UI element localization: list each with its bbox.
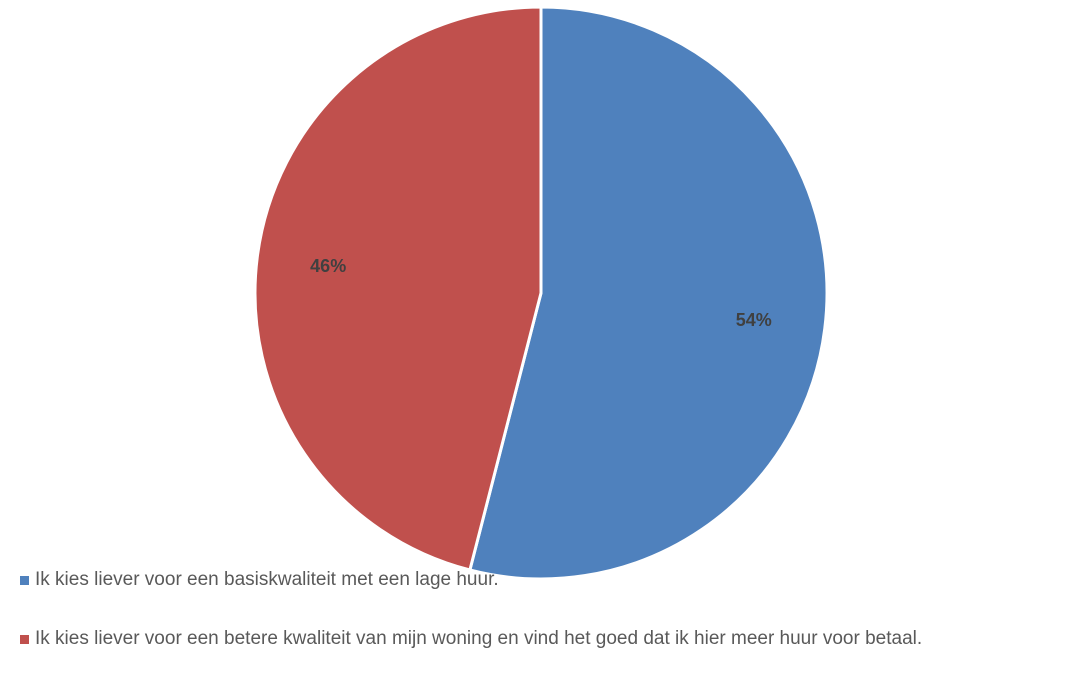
legend-item-betere-kwaliteit: Ik kies liever voor een betere kwaliteit…	[20, 628, 922, 650]
pie-slice-basiskwaliteit	[468, 5, 829, 581]
legend-label-basiskwaliteit: Ik kies liever voor een basiskwaliteit m…	[35, 569, 499, 590]
data-label-betere-kwaliteit: 46%	[310, 256, 346, 276]
legend-item-basiskwaliteit: Ik kies liever voor een basiskwaliteit m…	[20, 569, 499, 591]
legend-label-betere-kwaliteit: Ik kies liever voor een betere kwaliteit…	[35, 628, 923, 649]
legend-swatch-betere-kwaliteit	[20, 634, 29, 644]
data-label-basiskwaliteit: 54%	[736, 310, 772, 330]
legend-swatch-basiskwaliteit	[20, 575, 29, 585]
pie-slice-betere-kwaliteit	[253, 5, 543, 572]
